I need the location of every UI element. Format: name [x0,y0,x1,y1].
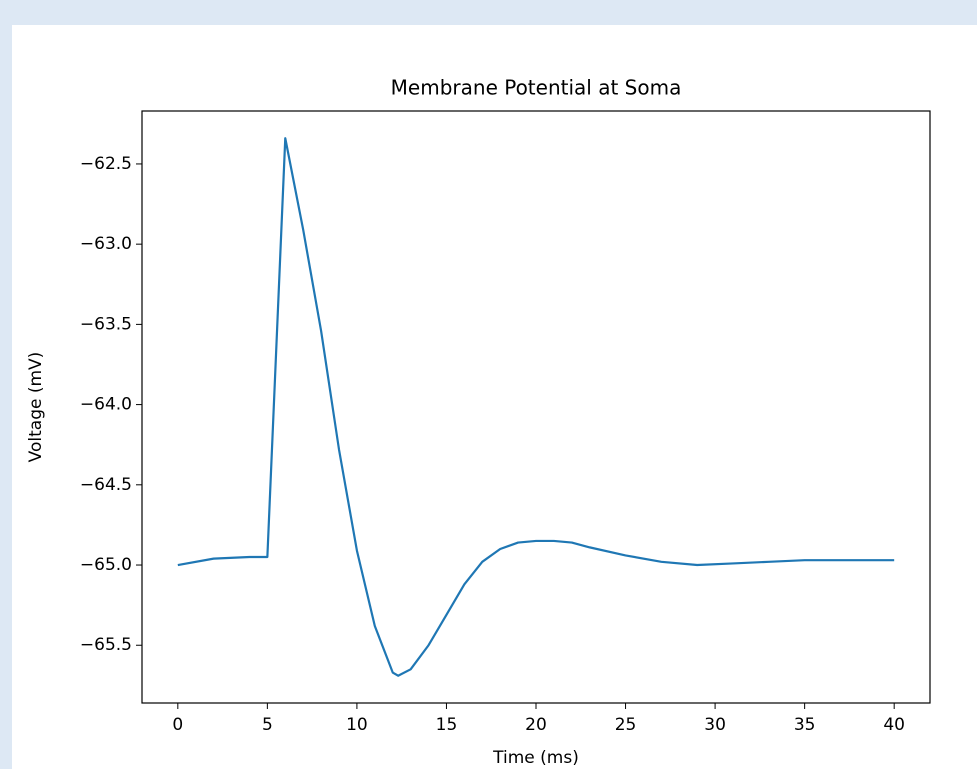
y-tick-label: −65.0 [80,555,132,575]
y-tick-label: −64.0 [80,395,132,415]
plot-frame [141,110,931,704]
x-tick-label: 0 [172,715,183,735]
x-tick-label: 15 [436,715,458,735]
y-tick-label: −62.5 [80,154,132,174]
x-tick-label: 5 [262,715,273,735]
x-tick-label: 20 [525,715,547,735]
data-line [177,137,895,677]
x-axis-label: Time (ms) [492,748,579,768]
chart-title: Membrane Potential at Soma [391,76,682,100]
y-tick-label: −63.0 [80,234,132,254]
y-tick-label: −65.5 [80,635,132,655]
y-axis-label: Voltage (mV) [26,352,46,463]
x-tick-label: 40 [883,715,905,735]
x-tick-label: 35 [794,715,816,735]
x-tick-label: 25 [615,715,637,735]
figure-panel [12,25,977,769]
x-tick-label: 30 [704,715,726,735]
y-tick-label: −64.5 [80,475,132,495]
x-tick-label: 10 [346,715,368,735]
y-tick-label: −63.5 [80,314,132,334]
